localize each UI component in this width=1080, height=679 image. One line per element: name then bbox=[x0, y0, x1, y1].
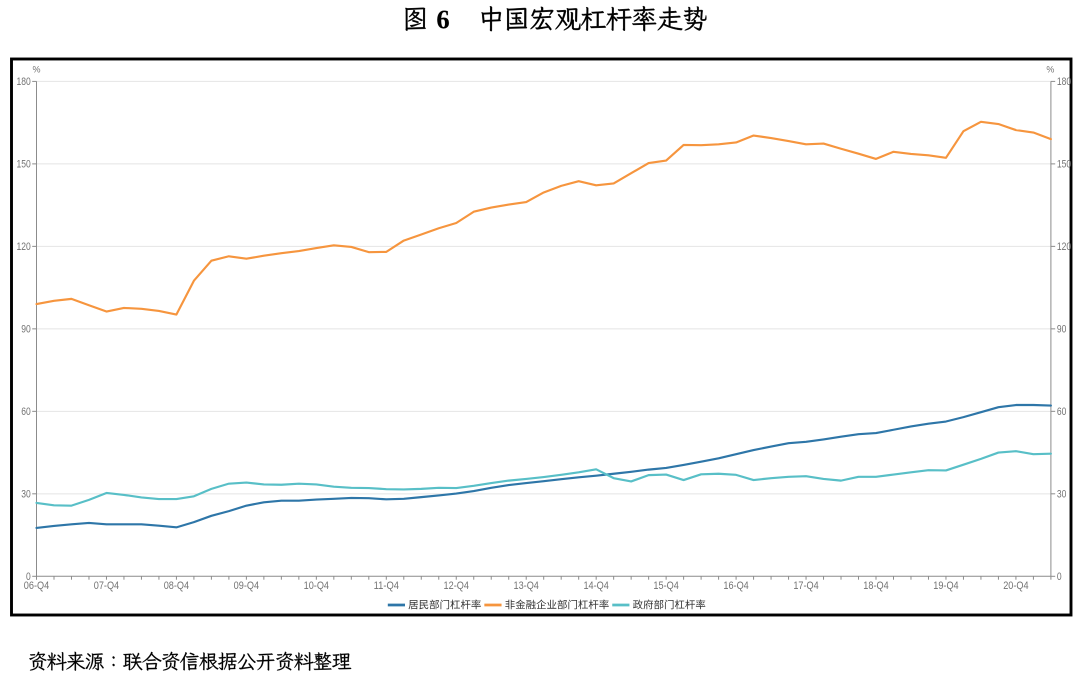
gridlines bbox=[36, 80, 1051, 495]
y-label-right-0: 0 bbox=[1057, 571, 1062, 583]
y-label-right-150: 150 bbox=[1057, 158, 1071, 170]
title-glyph-tu bbox=[405, 7, 426, 31]
y-label-right-90: 90 bbox=[1057, 323, 1067, 335]
x-label-13-Q4: 13-Q4 bbox=[514, 580, 539, 592]
x-label-18-Q4: 18-Q4 bbox=[863, 580, 888, 592]
title-glyph-6 bbox=[437, 10, 449, 29]
series-lines bbox=[35, 120, 1052, 529]
x-label-14-Q4: 14-Q4 bbox=[583, 580, 608, 592]
x-label-20-Q4: 20-Q4 bbox=[1003, 580, 1028, 592]
source-glyphs bbox=[29, 651, 352, 671]
x-label-19-Q4: 19-Q4 bbox=[933, 580, 958, 592]
x-label-09-Q4: 09-Q4 bbox=[234, 580, 259, 592]
legend-text-government bbox=[632, 599, 706, 610]
x-tick-labels: 06-Q4 07-Q4 08-Q4 09-Q4 10-Q4 11-Q4 12-Q4 13-Q4… bbox=[24, 576, 1052, 592]
x-label-16-Q4: 16-Q4 bbox=[723, 580, 748, 592]
line-government bbox=[35, 450, 1052, 507]
y-label-left-30: 30 bbox=[21, 488, 31, 500]
y-label-right-30: 30 bbox=[1057, 488, 1067, 500]
y-label-right-60: 60 bbox=[1057, 406, 1067, 418]
legend-text-corporate bbox=[505, 599, 609, 610]
y-label-left-180: 180 bbox=[17, 76, 31, 88]
chart-border-box bbox=[10, 57, 1073, 617]
y-label-right-120: 120 bbox=[1057, 241, 1071, 253]
x-label-10-Q4: 10-Q4 bbox=[304, 580, 329, 592]
legend bbox=[387, 599, 706, 610]
x-label-11-Q4: 11-Q4 bbox=[374, 580, 399, 592]
title-glyphs bbox=[405, 5, 707, 32]
line-corporate bbox=[35, 120, 1052, 316]
x-label-15-Q4: 15-Q4 bbox=[653, 580, 678, 592]
y-unit-left: % bbox=[32, 64, 40, 74]
x-label-12-Q4: 12-Q4 bbox=[444, 580, 469, 592]
x-label-08-Q4: 08-Q4 bbox=[164, 580, 189, 592]
title-glyph-main bbox=[481, 5, 707, 32]
source-glyph-run bbox=[29, 651, 352, 671]
line-household bbox=[35, 403, 1052, 529]
x-label-06-Q4: 06-Q4 bbox=[24, 580, 49, 592]
y-label-left-0: 0 bbox=[26, 571, 31, 583]
y-label-left-90: 90 bbox=[21, 323, 31, 335]
y-label-left-60: 60 bbox=[21, 406, 31, 418]
x-label-17-Q4: 17-Q4 bbox=[793, 580, 818, 592]
y-label-left-120: 120 bbox=[17, 241, 31, 253]
y-unit-right: % bbox=[1046, 64, 1054, 74]
y-label-left-150: 150 bbox=[17, 158, 31, 170]
y-tick-labels: 0 0 30 30 60 60 90 90 120 120 150 150 180 180%% bbox=[17, 64, 1072, 583]
y-label-right-180: 180 bbox=[1057, 76, 1071, 88]
legend-text-household bbox=[408, 599, 481, 610]
x-label-07-Q4: 07-Q4 bbox=[94, 580, 119, 592]
